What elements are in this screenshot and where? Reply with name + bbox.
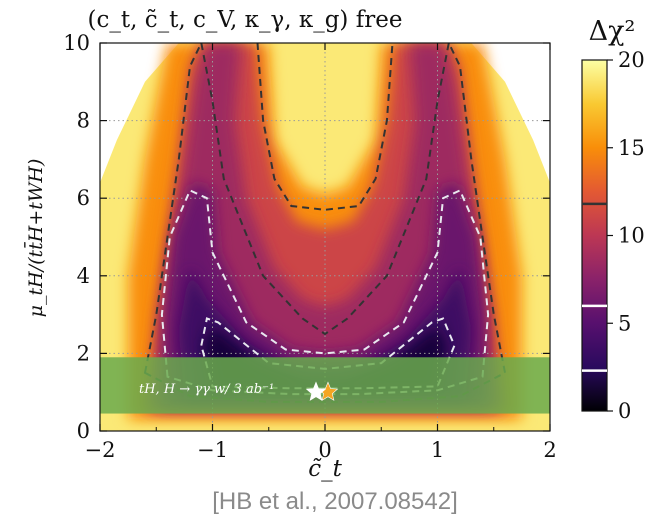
colorbar-tick-label: 20 [618, 48, 645, 72]
contour-3 [256, 43, 394, 211]
y-tick-label: 6 [77, 186, 90, 210]
colorbar: 0 5 10 15 20 [581, 48, 645, 423]
grid-lines [100, 43, 550, 431]
y-tick-label: 10 [63, 31, 90, 55]
x-tick-label: 1 [431, 438, 444, 462]
y-tick-label: 0 [77, 419, 90, 443]
chart-title: (c_t, c̃_t, c_V, κ_γ, κ_g) free [88, 7, 403, 33]
colorbar-tick-label: 0 [618, 399, 631, 423]
x-tick-label: −1 [197, 438, 228, 462]
x-tick-label: −2 [85, 438, 116, 462]
band-label: tH, H → γγ w/ 3 ab⁻¹ [139, 382, 274, 397]
projection-band [100, 357, 550, 414]
contour-1 [160, 189, 490, 396]
heatmap-layer [100, 43, 550, 431]
y-tick-label: 8 [77, 109, 90, 133]
y-axis-label: μ_tH/(tt̄H+tWH) [23, 159, 47, 318]
colorbar-tick-label: 10 [618, 224, 645, 248]
axes: −2 −1 0 1 2 0 2 4 6 8 10 [63, 31, 556, 462]
sm-star [305, 381, 327, 401]
x-axis-label: c̃_t [308, 456, 342, 482]
colorbar-bar [581, 59, 608, 412]
x-tick-label: 2 [543, 438, 556, 462]
x-tick-label: 0 [318, 438, 331, 462]
citation: [HB et al., 2007.08542] [212, 488, 458, 515]
contour-4 [200, 317, 456, 390]
y-tick-label: 2 [77, 341, 90, 365]
plot-area [100, 43, 550, 431]
colorbar-tick-label: 15 [618, 136, 645, 160]
y-tick-label: 4 [77, 264, 90, 288]
colorbar-tick-label: 5 [618, 311, 631, 335]
colorbar-label: Δχ² [589, 16, 636, 47]
projection-band-rect [100, 357, 550, 414]
